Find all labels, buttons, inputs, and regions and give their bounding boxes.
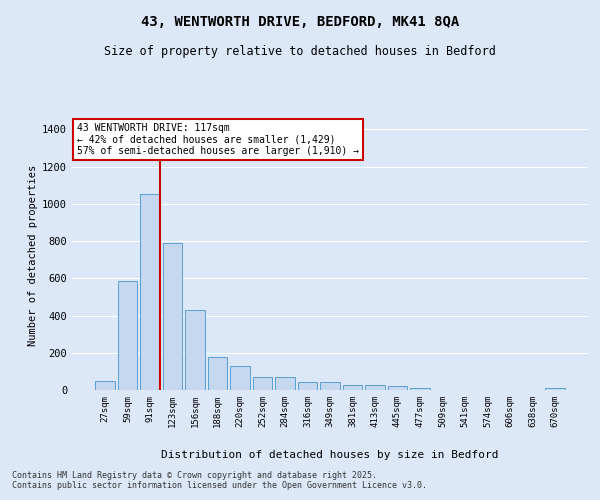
Bar [388,386,407,390]
Bar [275,378,295,390]
Bar [163,243,182,390]
Text: Distribution of detached houses by size in Bedford: Distribution of detached houses by size … [161,450,499,460]
Text: 43 WENTWORTH DRIVE: 117sqm
← 42% of detached houses are smaller (1,429)
57% of s: 43 WENTWORTH DRIVE: 117sqm ← 42% of deta… [77,122,359,156]
Bar [140,194,160,390]
Bar [298,382,317,390]
Bar [230,366,250,390]
Text: 43, WENTWORTH DRIVE, BEDFORD, MK41 8QA: 43, WENTWORTH DRIVE, BEDFORD, MK41 8QA [141,15,459,29]
Bar [95,380,115,390]
Bar [320,382,340,390]
Y-axis label: Number of detached properties: Number of detached properties [28,164,38,346]
Bar [343,385,362,390]
Text: Contains HM Land Registry data © Crown copyright and database right 2025.
Contai: Contains HM Land Registry data © Crown c… [12,470,427,490]
Bar [365,385,385,390]
Bar [253,378,272,390]
Bar [208,357,227,390]
Bar [118,281,137,390]
Bar [410,388,430,390]
Text: Size of property relative to detached houses in Bedford: Size of property relative to detached ho… [104,45,496,58]
Bar [185,310,205,390]
Bar [545,388,565,390]
